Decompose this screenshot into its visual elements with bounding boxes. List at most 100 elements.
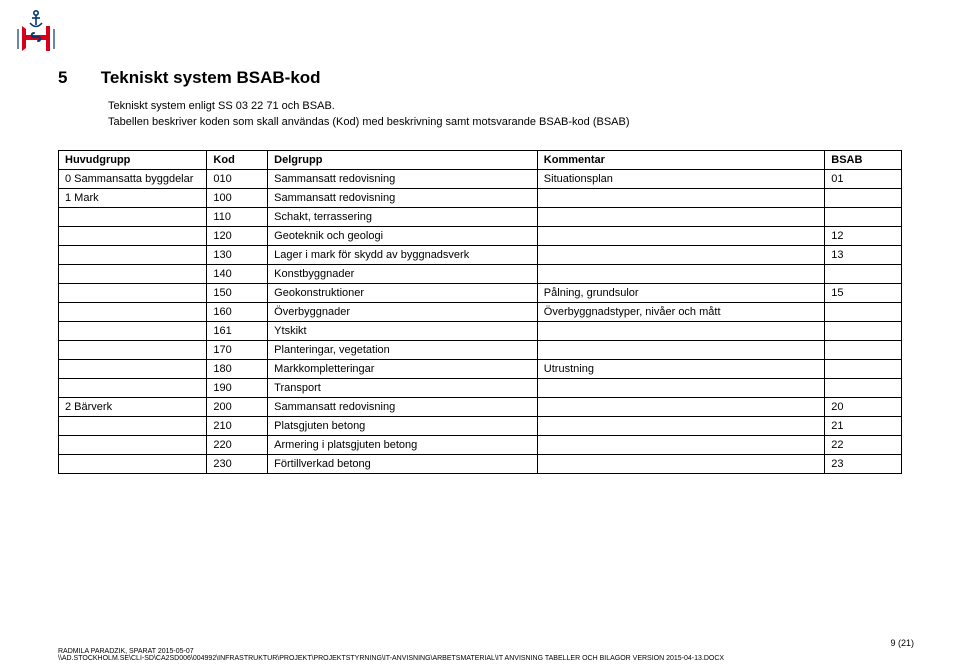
table-row: 130Lager i mark för skydd av byggnadsver… (59, 246, 902, 265)
cell-hg (59, 246, 207, 265)
cell-del: Schakt, terrassering (268, 208, 538, 227)
cell-del: Transport (268, 379, 538, 398)
cell-komm (537, 322, 824, 341)
cell-hg (59, 360, 207, 379)
table-row: 161Ytskikt (59, 322, 902, 341)
cell-komm (537, 455, 824, 474)
cell-kod: 220 (207, 436, 268, 455)
table-row: 160ÖverbyggnaderÖverbyggnadstyper, nivåe… (59, 303, 902, 322)
section-number: 5 (58, 68, 96, 88)
footer-line-1: RADMILA PARADZIK, SPARAT 2015-05-07 (58, 648, 914, 655)
table-row: 120Geoteknik och geologi 12 (59, 227, 902, 246)
col-header-kommentar: Kommentar (537, 151, 824, 170)
cell-kod: 200 (207, 398, 268, 417)
table-row: 220Armering i platsgjuten betong 22 (59, 436, 902, 455)
cell-kod: 180 (207, 360, 268, 379)
cell-komm (537, 227, 824, 246)
cell-hg: 0 Sammansatta byggdelar (59, 170, 207, 189)
cell-hg: 1 Mark (59, 189, 207, 208)
cell-del: Platsgjuten betong (268, 417, 538, 436)
col-header-bsab: BSAB (825, 151, 902, 170)
cell-hg (59, 265, 207, 284)
cell-bsab: 21 (825, 417, 902, 436)
col-header-huvudgrupp: Huvudgrupp (59, 151, 207, 170)
cell-kod: 010 (207, 170, 268, 189)
cell-del: Ytskikt (268, 322, 538, 341)
cell-hg (59, 227, 207, 246)
cell-bsab: 12 (825, 227, 902, 246)
cell-bsab (825, 360, 902, 379)
cell-del: Konstbyggnader (268, 265, 538, 284)
cell-komm (537, 417, 824, 436)
cell-bsab (825, 322, 902, 341)
cell-del: Markkompletteringar (268, 360, 538, 379)
table-row: 140Konstbyggnader (59, 265, 902, 284)
table-header-row: Huvudgrupp Kod Delgrupp Kommentar BSAB (59, 151, 902, 170)
cell-komm: Överbyggnadstyper, nivåer och mått (537, 303, 824, 322)
table-row: 110Schakt, terrassering (59, 208, 902, 227)
cell-kod: 120 (207, 227, 268, 246)
cell-hg (59, 322, 207, 341)
cell-hg (59, 379, 207, 398)
table-row: 2 Bärverk200Sammansatt redovisning20 (59, 398, 902, 417)
table-row: 190Transport (59, 379, 902, 398)
bsab-table-container: Huvudgrupp Kod Delgrupp Kommentar BSAB 0… (58, 150, 902, 474)
cell-komm: Utrustning (537, 360, 824, 379)
cell-del: Överbyggnader (268, 303, 538, 322)
cell-hg (59, 455, 207, 474)
cell-bsab (825, 189, 902, 208)
table-row: 1 Mark100Sammansatt redovisning (59, 189, 902, 208)
cell-kod: 161 (207, 322, 268, 341)
cell-komm: Pålning, grundsulor (537, 284, 824, 303)
cell-komm (537, 436, 824, 455)
cell-komm (537, 379, 824, 398)
cell-bsab: 15 (825, 284, 902, 303)
section-title: Tekniskt system BSAB-kod (101, 68, 321, 87)
page-content: 5 Tekniskt system BSAB-kod Tekniskt syst… (0, 0, 960, 474)
intro-line-1: Tekniskt system enligt SS 03 22 71 och B… (108, 100, 902, 112)
intro-line-2: Tabellen beskriver koden som skall använ… (108, 116, 902, 128)
cell-kod: 140 (207, 265, 268, 284)
bsab-table: Huvudgrupp Kod Delgrupp Kommentar BSAB 0… (58, 150, 902, 474)
cell-komm (537, 246, 824, 265)
page-number: 9 (21) (890, 638, 914, 648)
cell-hg: 2 Bärverk (59, 398, 207, 417)
cell-kod: 170 (207, 341, 268, 360)
cell-hg (59, 303, 207, 322)
cell-bsab (825, 208, 902, 227)
page-footer: 9 (21) RADMILA PARADZIK, SPARAT 2015-05-… (58, 648, 914, 662)
cell-bsab: 13 (825, 246, 902, 265)
cell-hg (59, 436, 207, 455)
cell-kod: 110 (207, 208, 268, 227)
cell-bsab: 01 (825, 170, 902, 189)
cell-hg (59, 417, 207, 436)
table-row: 210Platsgjuten betong21 (59, 417, 902, 436)
table-row: 150GeokonstruktionerPålning, grundsulor1… (59, 284, 902, 303)
cell-hg (59, 284, 207, 303)
cell-del: Geoteknik och geologi (268, 227, 538, 246)
cell-del: Armering i platsgjuten betong (268, 436, 538, 455)
cell-kod: 190 (207, 379, 268, 398)
cell-del: Förtillverkad betong (268, 455, 538, 474)
cell-komm (537, 208, 824, 227)
cell-bsab (825, 265, 902, 284)
table-row: 170Planteringar, vegetation (59, 341, 902, 360)
cell-del: Sammansatt redovisning (268, 189, 538, 208)
cell-del: Sammansatt redovisning (268, 398, 538, 417)
company-logo (14, 8, 58, 52)
cell-komm (537, 341, 824, 360)
cell-bsab: 22 (825, 436, 902, 455)
cell-kod: 150 (207, 284, 268, 303)
cell-bsab (825, 379, 902, 398)
cell-komm (537, 398, 824, 417)
cell-bsab (825, 303, 902, 322)
col-header-kod: Kod (207, 151, 268, 170)
cell-kod: 230 (207, 455, 268, 474)
table-row: 230Förtillverkad betong23 (59, 455, 902, 474)
cell-hg (59, 208, 207, 227)
cell-komm (537, 189, 824, 208)
cell-komm: Situationsplan (537, 170, 824, 189)
cell-kod: 160 (207, 303, 268, 322)
table-row: 180MarkkompletteringarUtrustning (59, 360, 902, 379)
section-heading: 5 Tekniskt system BSAB-kod (58, 68, 902, 88)
